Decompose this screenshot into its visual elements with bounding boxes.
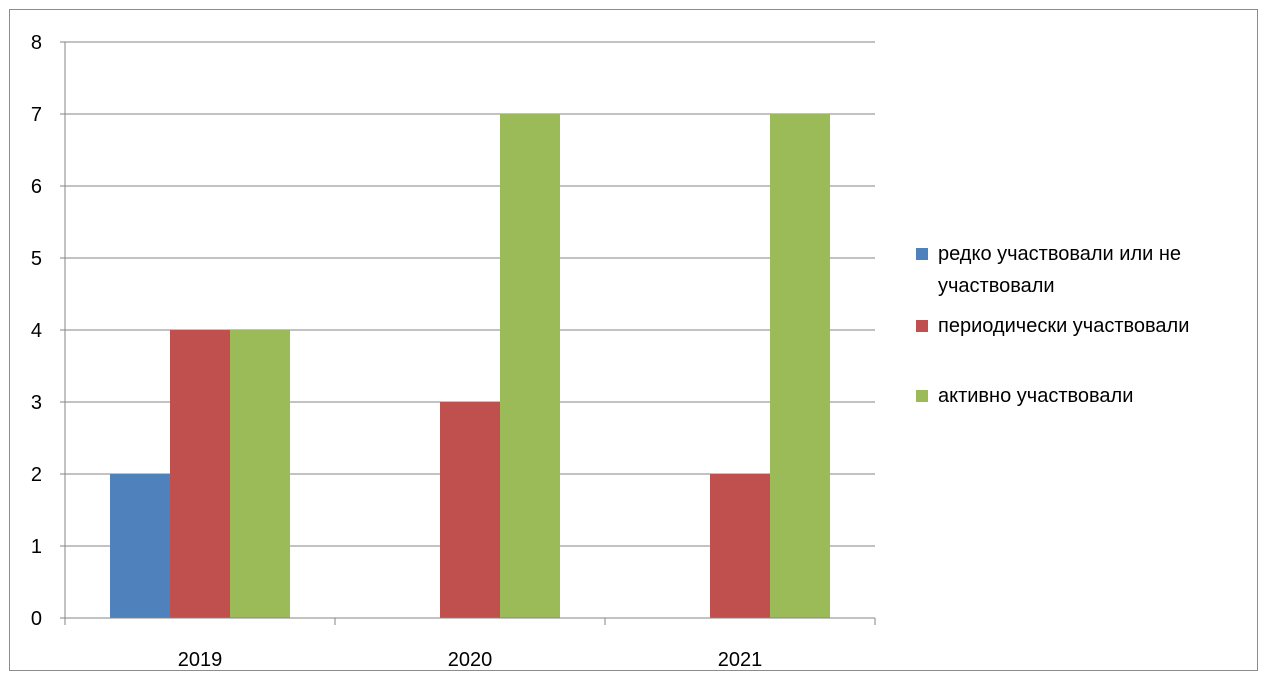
- legend-item-series-1: редко участвовали или не участвовали: [914, 238, 1254, 302]
- x-tick-label-2019: 2019: [178, 649, 223, 671]
- legend-swatch-green: [916, 390, 928, 402]
- x-axis-tick-labels: 2019 2020 2021: [178, 649, 763, 671]
- bar-2019-series-2: [170, 330, 230, 618]
- y-tick-label-0: 0: [31, 608, 42, 630]
- y-tick-label-3: 3: [31, 392, 42, 414]
- legend-swatch-blue: [916, 248, 928, 260]
- legend-label-series-3: активно участвовали: [938, 385, 1134, 407]
- y-tick-label-4: 4: [31, 320, 42, 342]
- x-tick-label-2021: 2021: [718, 649, 763, 671]
- y-tick-label-2: 2: [31, 464, 42, 486]
- legend-label-series-1: редко участвовали или не участвовали: [938, 243, 1182, 297]
- y-axis-tick-labels: 0 1 2 3 4 5 6 7 8: [31, 32, 42, 630]
- legend-item-series-2: периодически участвовали: [914, 310, 1254, 342]
- legend-label-series-2: периодически участвовали: [938, 315, 1190, 337]
- x-tick-label-2020: 2020: [448, 649, 493, 671]
- y-tick-label-7: 7: [31, 104, 42, 126]
- bars: [110, 114, 830, 618]
- y-tick-label-8: 8: [31, 32, 42, 54]
- y-tick-label-1: 1: [31, 536, 42, 558]
- bar-2020-series-3: [500, 114, 560, 618]
- bar-2019-series-1: [110, 474, 170, 618]
- bar-2021-series-2: [710, 474, 770, 618]
- axes: [60, 42, 876, 625]
- legend: редко участвовали или не участвовали пер…: [914, 238, 1254, 426]
- y-tick-label-5: 5: [31, 248, 42, 270]
- bar-2019-series-3: [230, 330, 290, 618]
- bar-2020-series-2: [440, 402, 500, 618]
- legend-item-series-3: активно участвовали: [914, 380, 1254, 412]
- legend-swatch-red: [916, 320, 928, 332]
- y-tick-label-6: 6: [31, 176, 42, 198]
- bar-2021-series-3: [770, 114, 830, 618]
